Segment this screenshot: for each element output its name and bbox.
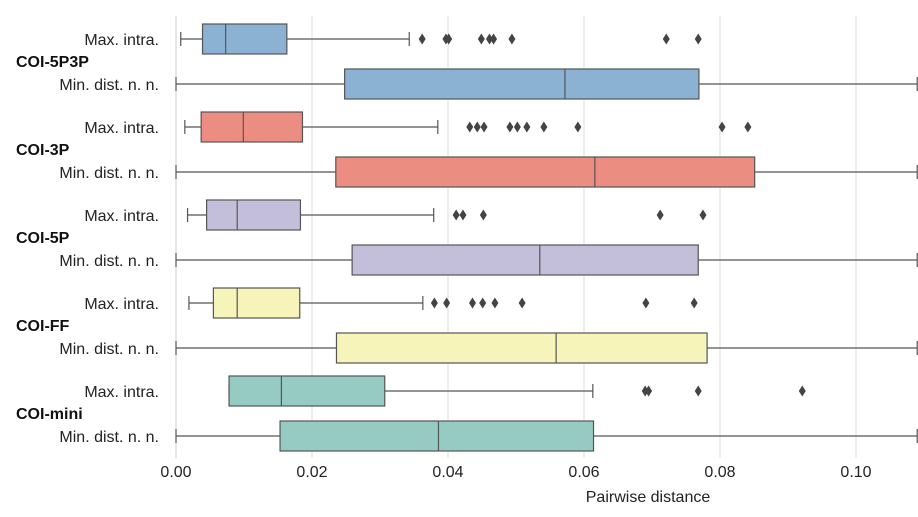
box-label: Min. dist. n. n.: [59, 341, 159, 358]
outlier-point: [468, 297, 476, 309]
box: [344, 68, 700, 100]
outlier-point: [477, 33, 485, 45]
outlier-point: [490, 33, 498, 45]
x-tick-label: 0.02: [296, 464, 327, 481]
outlier-point: [480, 121, 488, 133]
x-axis-title: Pairwise distance: [586, 489, 711, 506]
box-label: Max. intra.: [84, 32, 159, 49]
x-tick-label: 0.06: [568, 464, 599, 481]
outlier-point: [479, 209, 487, 221]
group-label: COI-5P: [16, 230, 70, 247]
box: [279, 420, 595, 452]
x-tick-label: 0.04: [432, 464, 463, 481]
outlier-point: [513, 121, 521, 133]
box: [201, 23, 288, 55]
box-label: Min. dist. n. n.: [59, 429, 159, 446]
group-label: COI-mini: [16, 406, 83, 423]
box-label: Max. intra.: [84, 384, 159, 401]
outlier-point: [506, 121, 514, 133]
outlier-point: [656, 209, 664, 221]
box: [206, 199, 302, 231]
box-label: Max. intra.: [84, 120, 159, 137]
outlier-point: [662, 33, 670, 45]
outlier-point: [418, 33, 426, 45]
outlier-point: [452, 209, 460, 221]
outlier-point: [574, 121, 582, 133]
outlier-point: [718, 121, 726, 133]
x-tick-label: 0.08: [704, 464, 735, 481]
box: [228, 375, 386, 407]
outlier-point: [645, 385, 653, 397]
outlier-point: [798, 385, 806, 397]
box-label: Max. intra.: [84, 296, 159, 313]
box-label: Max. intra.: [84, 208, 159, 225]
box-label: Min. dist. n. n.: [59, 77, 159, 94]
box: [335, 156, 756, 188]
group-label: COI-3P: [16, 142, 70, 159]
outlier-point: [485, 33, 493, 45]
outlier-point: [744, 121, 752, 133]
outlier-point: [699, 209, 707, 221]
outlier-point: [694, 33, 702, 45]
outlier-point: [479, 297, 487, 309]
y-labels: Max. intra. Min. dist. n. n. COI-5P3P Max. …: [16, 32, 159, 446]
outlier-point: [430, 297, 438, 309]
box-label: Min. dist. n. n.: [59, 253, 159, 270]
outlier-point: [459, 209, 467, 221]
x-tick-label: 0.10: [840, 464, 871, 481]
x-tick-labels: 0.00 0.02 0.04 0.06 0.08 0.10: [160, 464, 871, 481]
outlier-point: [491, 297, 499, 309]
outlier-point: [690, 297, 698, 309]
x-tick-label: 0.00: [160, 464, 191, 481]
outlier-point: [523, 121, 531, 133]
outlier-point: [443, 297, 451, 309]
outlier-point: [473, 121, 481, 133]
group-label: COI-FF: [16, 318, 70, 335]
outlier-point: [445, 33, 453, 45]
outlier-point: [540, 121, 548, 133]
box: [351, 244, 699, 276]
outlier-point: [642, 297, 650, 309]
box: [200, 111, 304, 143]
box: [335, 332, 708, 364]
outlier-point: [694, 385, 702, 397]
outlier-point: [508, 33, 516, 45]
boxes: [175, 23, 918, 452]
group-label: COI-5P3P: [16, 54, 89, 71]
box: [212, 287, 301, 319]
box-label: Min. dist. n. n.: [59, 165, 159, 182]
outlier-point: [466, 121, 474, 133]
outlier-point: [518, 297, 526, 309]
